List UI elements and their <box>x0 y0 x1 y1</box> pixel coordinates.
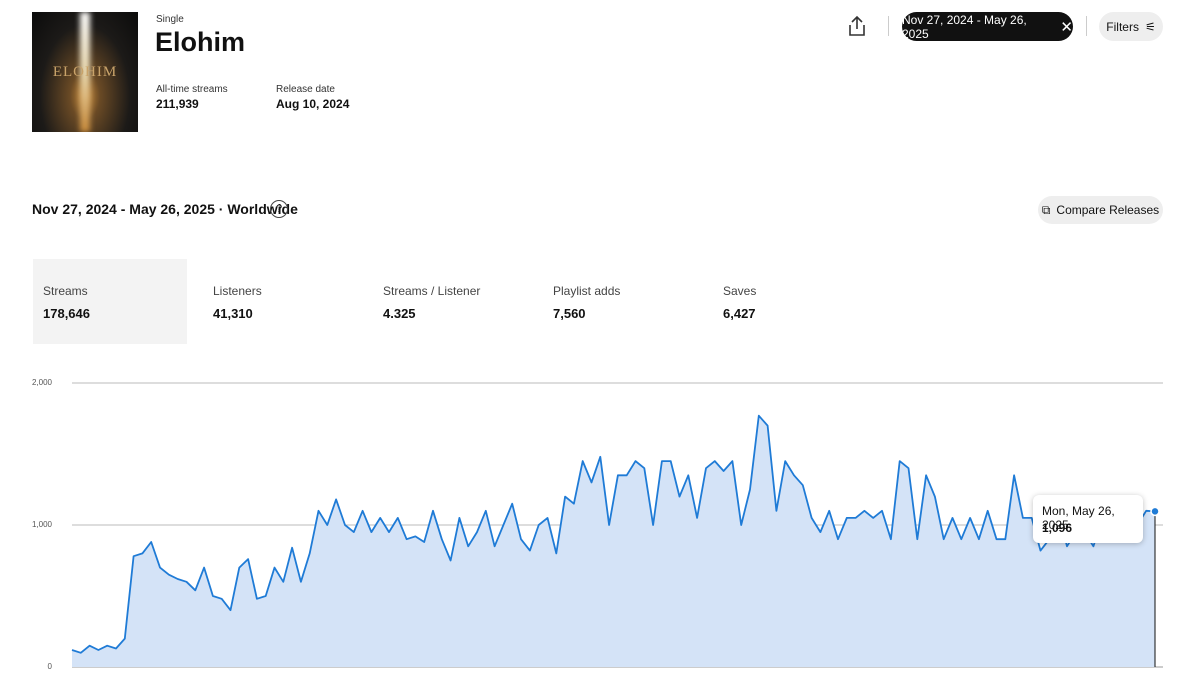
stat-value: Aug 10, 2024 <box>276 97 350 111</box>
stat-value: 211,939 <box>156 97 199 111</box>
help-icon[interactable]: ? <box>270 200 288 218</box>
filters-button[interactable]: Filters ⚟ <box>1099 12 1163 41</box>
y-tick-label: 0 <box>48 662 53 671</box>
divider <box>1086 16 1087 36</box>
compare-text: Compare Releases <box>1056 203 1160 217</box>
release-kind: Single <box>156 14 184 25</box>
metric-value: 7,560 <box>553 306 586 321</box>
metric-value: 6,427 <box>723 306 756 321</box>
metric-value: 4.325 <box>383 306 416 321</box>
filters-text: Filters <box>1106 19 1139 34</box>
metric-label: Playlist adds <box>553 284 621 298</box>
metric-value: 178,646 <box>43 306 90 321</box>
tooltip-date: Mon, May 26, 2025 <box>1042 504 1115 532</box>
metric-label: Streams / Listener <box>383 284 481 298</box>
metric-tab[interactable]: Streams 178,646 <box>33 259 187 344</box>
y-tick-label: 1,000 <box>32 520 53 529</box>
tooltip: Mon, May 26, 2025 1,096 <box>1033 495 1143 543</box>
metric-label: Streams <box>43 284 88 298</box>
stat-label: All-time streams <box>156 84 228 95</box>
y-tick-label: 2,000 <box>32 378 53 387</box>
metric-tab[interactable]: Listeners 41,310 <box>203 259 357 344</box>
share-button[interactable] <box>845 14 869 38</box>
tooltip-value: 1,096 <box>1042 521 1073 535</box>
section-subtitle: Nov 27, 2024 - May 26, 2025 · Worldwide <box>32 201 298 217</box>
metric-tab[interactable]: Playlist adds 7,560 <box>543 259 697 344</box>
release-title: Elohim <box>155 27 246 57</box>
cover-art: ELOHIM <box>32 12 138 132</box>
stat-label: Release date <box>276 84 335 95</box>
hover-point <box>1150 506 1160 517</box>
area-fill <box>72 415 1155 667</box>
date-range-chip[interactable]: Nov 27, 2024 - May 26, 2025 ✕ <box>902 12 1073 41</box>
metric-tab[interactable]: Saves 6,427 <box>713 259 867 344</box>
compare-button[interactable]: ⧉ Compare Releases <box>1038 196 1163 224</box>
metric-label: Saves <box>723 284 757 298</box>
cover-text: ELOHIM <box>52 64 118 80</box>
streams-chart: 0 1,000 2,000 <box>32 378 1163 671</box>
metric-label: Listeners <box>213 284 262 298</box>
divider <box>888 16 889 36</box>
metric-value: 41,310 <box>213 306 253 321</box>
line <box>71 414 1156 654</box>
metric-tab[interactable]: Streams / Listener 4.325 <box>373 259 527 344</box>
date-range-text: Nov 27, 2024 - May 26, 2025 <box>902 12 1027 41</box>
